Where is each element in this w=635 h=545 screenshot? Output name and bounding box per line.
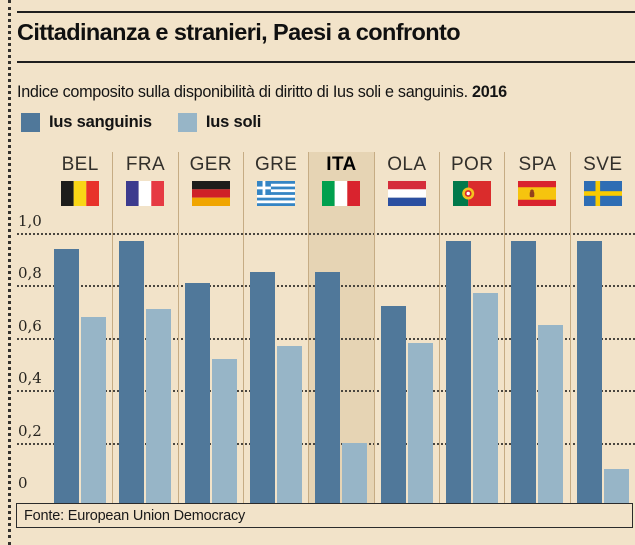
bar-pair-fra bbox=[113, 240, 177, 503]
bar-pair-ger bbox=[179, 282, 243, 503]
country-column-por: POR bbox=[438, 152, 504, 503]
bar-pair-gre bbox=[244, 272, 308, 503]
country-column-ita: ITA bbox=[308, 152, 373, 503]
y-axis-tick: 0,8 bbox=[18, 264, 42, 283]
country-label-ola: OLA bbox=[387, 154, 427, 175]
country-label-bel: BEL bbox=[61, 154, 99, 175]
y-axis-tick: 1,0 bbox=[18, 212, 42, 230]
chart-subtitle: Indice composito sulla disponibilità di … bbox=[17, 83, 635, 102]
gridline-1-0 bbox=[17, 233, 635, 235]
subtitle-year: 2016 bbox=[472, 83, 507, 101]
flag-greece-icon bbox=[257, 181, 296, 206]
country-column-fra: FRA bbox=[112, 152, 177, 503]
flag-italy-icon bbox=[322, 181, 361, 206]
y-axis-tick: 0 bbox=[18, 474, 28, 492]
flag-belgium-icon bbox=[61, 181, 100, 206]
source-box: Fonte: European Union Democracy bbox=[16, 503, 633, 528]
bar-ius-sanguinis-sve bbox=[576, 240, 602, 503]
bar-ius-sanguinis-ita bbox=[315, 272, 341, 503]
bar-ius-soli-gre bbox=[277, 345, 303, 503]
bar-ius-sanguinis-ger bbox=[184, 282, 210, 503]
bar-pair-sve bbox=[571, 240, 635, 503]
flag-netherlands-icon bbox=[387, 181, 426, 206]
bar-ius-soli-spa bbox=[538, 324, 564, 503]
flag-sweden-icon bbox=[583, 181, 622, 206]
legend-swatch-icon bbox=[177, 113, 197, 132]
bar-ius-soli-ita bbox=[342, 442, 368, 503]
bar-ius-sanguinis-por bbox=[446, 240, 472, 503]
legend-label: Ius sanguinis bbox=[49, 113, 152, 131]
legend-item: Ius soli bbox=[177, 113, 262, 132]
bar-ius-soli-fra bbox=[146, 308, 172, 503]
bar-pair-ita bbox=[309, 272, 373, 503]
top-rule bbox=[17, 11, 635, 13]
flag-france-icon bbox=[126, 181, 165, 206]
bar-pair-ola bbox=[375, 306, 439, 503]
country-label-fra: FRA bbox=[125, 154, 166, 175]
bar-ius-soli-sve bbox=[603, 468, 629, 503]
bar-ius-sanguinis-spa bbox=[511, 240, 537, 503]
bar-ius-soli-ola bbox=[407, 343, 433, 503]
country-column-bel: BEL bbox=[48, 152, 112, 503]
bar-pair-bel bbox=[48, 248, 112, 503]
bar-ius-soli-ger bbox=[211, 358, 237, 503]
title-rule bbox=[17, 61, 635, 63]
chart-columns: BEL FRA GER GRE ITA OLA POR SPA SVE bbox=[48, 152, 635, 503]
subtitle-text: Indice composito sulla disponibilità di … bbox=[17, 83, 468, 101]
bar-ius-sanguinis-bel bbox=[54, 248, 80, 503]
country-label-por: POR bbox=[450, 154, 494, 175]
page-edge-dotted-divider bbox=[8, 0, 11, 545]
country-column-ola: OLA bbox=[373, 152, 439, 503]
country-column-sve: SVE bbox=[569, 152, 635, 503]
flag-spain-icon bbox=[518, 181, 557, 206]
flag-portugal-icon bbox=[453, 181, 492, 206]
legend-swatch-icon bbox=[21, 113, 40, 132]
bar-pair-por bbox=[440, 240, 504, 503]
bar-ius-soli-bel bbox=[81, 316, 107, 503]
legend-item: Ius sanguinis bbox=[21, 113, 152, 132]
country-column-ger: GER bbox=[177, 152, 243, 503]
bar-ius-sanguinis-gre bbox=[250, 272, 276, 503]
content: Cittadinanza e stranieri, Paesi a confro… bbox=[16, 0, 635, 545]
country-label-ita: ITA bbox=[326, 154, 357, 175]
chart-title: Cittadinanza e stranieri, Paesi a confro… bbox=[17, 19, 461, 45]
country-label-sve: SVE bbox=[583, 154, 623, 175]
bar-ius-sanguinis-fra bbox=[119, 240, 145, 503]
y-axis-tick: 0,4 bbox=[18, 369, 42, 388]
y-axis-tick: 0,2 bbox=[18, 421, 42, 440]
country-column-spa: SPA bbox=[504, 152, 569, 503]
bar-pair-spa bbox=[505, 240, 569, 503]
legend-label: Ius soli bbox=[205, 113, 262, 131]
source-text: Fonte: European Union Democracy bbox=[24, 507, 246, 524]
flag-germany-icon bbox=[191, 181, 230, 206]
bar-ius-soli-por bbox=[473, 293, 499, 503]
country-column-gre: GRE bbox=[242, 152, 308, 503]
chart-legend: Ius sanguinis Ius soli bbox=[21, 113, 261, 132]
country-label-ger: GER bbox=[189, 154, 232, 175]
bar-ius-sanguinis-ola bbox=[380, 306, 406, 503]
y-axis-tick: 0,6 bbox=[18, 316, 42, 335]
chart-area: BEL FRA GER GRE ITA OLA POR SPA SVE 1,0 0,8 0,6 0,4… bbox=[17, 152, 635, 503]
country-label-spa: SPA bbox=[518, 154, 557, 175]
country-label-gre: GRE bbox=[254, 154, 298, 175]
